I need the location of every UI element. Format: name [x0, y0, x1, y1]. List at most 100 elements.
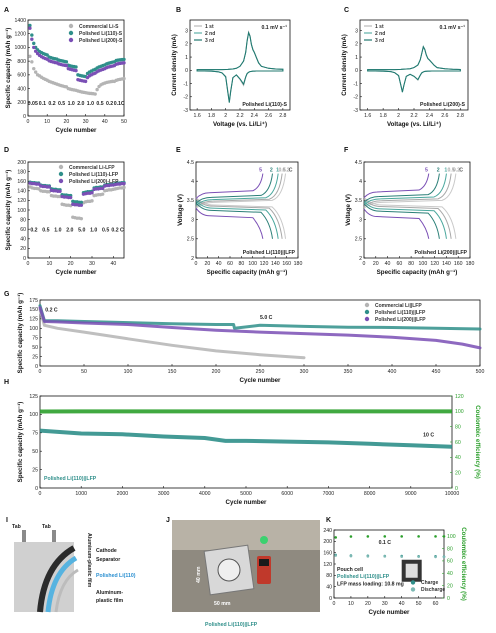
panel-e-chart: 0 20 40 60 80 100 120 140 160 180 2 2.5 3 3.5 4 4.5 Spec… — [176, 147, 302, 276]
efficiency-point — [366, 535, 370, 538]
legend-entry: Polished Li(200)-LFP — [69, 179, 119, 185]
data-point — [58, 189, 62, 193]
data-point — [400, 555, 403, 558]
y-tick-label: 4 — [359, 179, 362, 185]
discharge-curve — [363, 200, 447, 239]
efficiency-point — [434, 535, 437, 538]
panel-d-chart: 0 10 20 30 40 0 20 40 60 80 100 120 140 160 180 200 Cycl… — [4, 147, 126, 276]
data-point — [349, 554, 353, 558]
data-point — [122, 57, 126, 62]
y-tick-label: 4.5 — [187, 160, 194, 166]
legend-entry: Polished Li(200)-S — [79, 38, 123, 44]
y-tick-label: 200 — [17, 160, 26, 166]
charge-curve — [363, 173, 452, 207]
panel-g-chart: 0 50 100 150 200 250 300 350 400 450 500 0 25 50 75 100… — [4, 291, 484, 384]
scan-rate-label: 0.1 mV s⁻¹ — [439, 25, 465, 31]
x-tick-label: 0 — [363, 261, 366, 267]
capacity-line — [39, 428, 453, 449]
rate-label: 0.5 — [448, 168, 455, 174]
legend-entry: Polished Li(110)-LFP — [69, 172, 119, 178]
x-axis-label: Voltage (vs. Li/Li⁺) — [387, 121, 441, 128]
mass-loading-label: LFP mass loading: 10.8 mg — [337, 581, 404, 587]
lithium-label: Polished Li(110) — [96, 573, 136, 579]
x-tick-label: 0 — [39, 369, 42, 375]
rate-label: 0.2 — [48, 101, 55, 107]
panel-label-c: C — [344, 7, 349, 14]
y-axis-label: Voltage (V) — [177, 194, 184, 226]
charge-curve — [363, 173, 440, 203]
efficiency-point — [442, 535, 446, 538]
y-tick-label: 0 — [23, 256, 26, 262]
data-point — [30, 60, 34, 64]
efficiency-point — [383, 535, 387, 538]
y-tick-label: 3 — [355, 28, 358, 34]
panel-h-chart: 0 1000 2000 3000 4000 5000 6000 7000 8000 9000 100… — [4, 379, 481, 506]
y-tick-label: 40 — [326, 584, 332, 590]
y2-tick-label: 120 — [455, 394, 464, 400]
rate-label: C — [289, 168, 293, 174]
rate-label: 5 — [425, 168, 428, 174]
data-point — [93, 92, 97, 96]
y-tick-label: 600 — [17, 73, 26, 79]
y2-tick-label: 60 — [455, 440, 461, 446]
foil-label-1: Aluminum- — [96, 590, 123, 596]
cell-logo — [217, 558, 241, 582]
x-tick-label: 300 — [300, 369, 309, 375]
side-film-label: Aluminum-plastic film — [86, 533, 92, 588]
data-point — [417, 555, 420, 558]
pouch-photo-cell — [405, 563, 418, 578]
panel-f-chart: 0 20 40 60 80 100 120 140 160 180 2 2.5 3 3.5 4 4.5 Spec… — [344, 147, 474, 276]
y-tick-label: 100 — [29, 412, 38, 418]
panel-label-e: E — [176, 147, 181, 154]
x-tick-label: 0 — [195, 261, 198, 267]
panel-label-a: A — [4, 7, 9, 14]
data-point — [30, 37, 34, 41]
y-tick-label: 25 — [32, 354, 38, 360]
y-tick-label: 200 — [323, 539, 332, 545]
x-tick-label: 140 — [442, 261, 451, 267]
y-tick-label: 2.5 — [187, 237, 194, 243]
rate-label: C — [459, 168, 463, 174]
y2-tick-label: 40 — [447, 571, 453, 577]
y-tick-label: 3 — [185, 28, 188, 34]
y-tick-label: 20 — [20, 246, 26, 252]
y-tick-label: 75 — [32, 431, 38, 437]
x-tick-label: 3000 — [158, 491, 170, 497]
x-tick-label: 60 — [227, 261, 233, 267]
x-tick-label: 2 — [397, 113, 400, 119]
sample-tag: Polished Li(200)||LFP — [415, 250, 468, 256]
discharge-curve — [195, 202, 273, 239]
rate-label: 2.0 — [66, 228, 73, 234]
discharge-curve — [195, 207, 264, 239]
y-tick-label: 4 — [191, 179, 194, 185]
x-tick-label: 60 — [396, 261, 402, 267]
x-tick-label: 2.4 — [426, 113, 433, 119]
legend-marker — [410, 587, 416, 592]
x-tick-label: 20 — [68, 261, 74, 267]
x-tick-label: 0 — [27, 119, 30, 125]
x-tick-label: 4000 — [199, 491, 211, 497]
x-tick-label: 10 — [44, 119, 50, 125]
y-tick-label: 150 — [29, 307, 38, 313]
lithium-layer — [45, 555, 78, 613]
data-point — [122, 185, 126, 190]
y-axis-label: Voltage (V) — [345, 194, 352, 226]
sample-tag: Polished Li(110)-S — [242, 102, 287, 108]
y-tick-label: 2 — [359, 256, 362, 262]
data-point — [95, 87, 99, 92]
cell-type-label: Pouch cell — [337, 567, 364, 573]
panel-label-j: J — [166, 517, 170, 524]
y2-tick-label: 80 — [455, 424, 461, 430]
y-tick-label: 0 — [35, 486, 38, 492]
x-tick-label: 400 — [388, 369, 397, 375]
y-tick-label: 40 — [20, 237, 26, 243]
data-point — [33, 70, 38, 74]
x-tick-label: 30 — [83, 119, 89, 125]
charge-curve — [195, 173, 279, 206]
data-point — [100, 192, 105, 196]
y-tick-label: 2 — [191, 256, 194, 262]
charge-curve — [195, 173, 283, 208]
cathode-label: Cathode — [96, 548, 117, 554]
discharge-curve — [363, 208, 430, 239]
data-point — [74, 65, 78, 69]
